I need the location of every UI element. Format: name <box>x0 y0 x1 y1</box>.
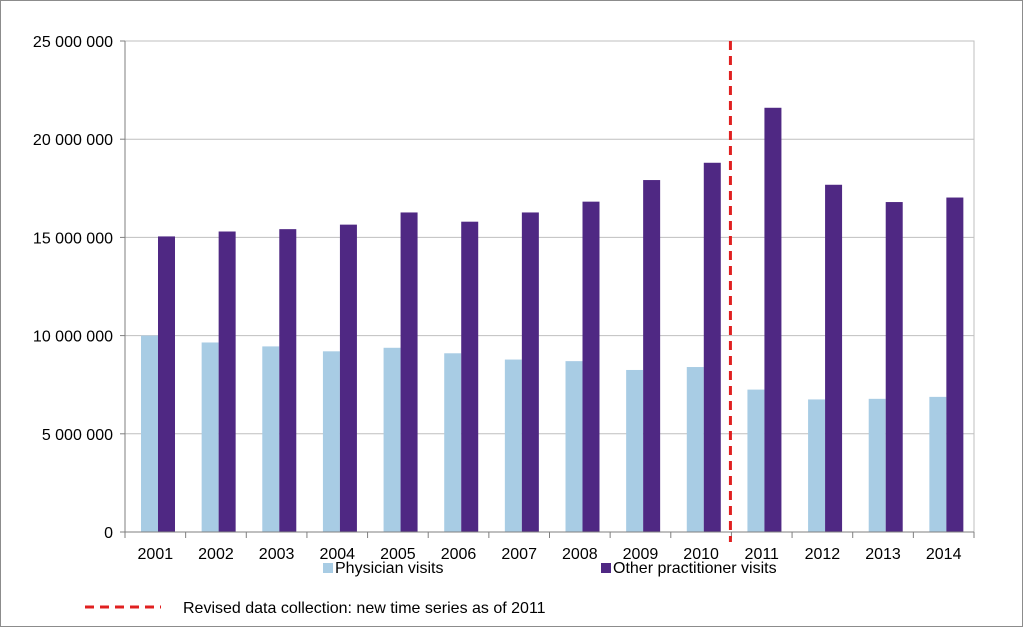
bar-physician-2011 <box>747 389 765 532</box>
legend: Physician visits Other practitioner visit… <box>85 560 777 617</box>
bar-other-practitioner-2008 <box>582 201 600 532</box>
legend-physician-visits-label: Physician visits <box>335 560 443 577</box>
x-tick-label: 2006 <box>441 546 477 563</box>
bar-physician-2001 <box>141 335 158 532</box>
bar-physician-2004 <box>322 351 340 532</box>
bar-other-practitioner-2013 <box>885 202 903 532</box>
axes: 0 5 000 000 10 000 000 15 000 000 20 000 000… <box>33 34 975 563</box>
y-tick-label: 25 000 000 <box>33 34 113 51</box>
x-tick-label: 2011 <box>745 546 780 563</box>
legend-other-practitioner-visits-label: Other practitioner visits <box>613 560 777 577</box>
bar-physician-2002 <box>201 342 219 532</box>
bar-other-practitioner-2005 <box>400 212 418 532</box>
bars <box>141 107 964 533</box>
bar-other-practitioner-2012 <box>825 184 843 532</box>
y-tick-label: 0 <box>104 525 113 542</box>
x-tick-label: 2001 <box>138 546 174 563</box>
plot-area <box>124 40 975 533</box>
bar-other-practitioner-2006 <box>461 221 479 533</box>
bar-physician-2013 <box>868 398 886 532</box>
y-tick-label: 15 000 000 <box>33 230 113 247</box>
bar-other-practitioner-2010 <box>703 162 721 532</box>
bar-physician-2005 <box>383 347 401 532</box>
x-tick-label: 2002 <box>198 546 234 563</box>
x-tick-label: 2008 <box>562 546 598 563</box>
y-tick-label: 20 000 000 <box>33 132 113 149</box>
legend-revised-label: Revised data collection: new time series… <box>183 600 546 617</box>
bar-other-practitioner-2011 <box>764 107 782 532</box>
legend-physician-visits-swatch <box>323 563 333 573</box>
bar-physician-2008 <box>565 361 583 532</box>
x-tick-label: 2005 <box>380 546 416 563</box>
x-tick-label: 2013 <box>865 546 901 563</box>
bar-physician-2009 <box>626 369 644 532</box>
x-tick-label: 2010 <box>683 546 719 563</box>
legend-other-practitioner-visits-swatch <box>601 563 611 573</box>
bar-physician-2006 <box>444 353 462 532</box>
y-tick-label: 5 000 000 <box>42 427 113 444</box>
gridlines <box>124 40 975 533</box>
x-tick-label: 2014 <box>926 546 962 563</box>
x-tick-label: 2003 <box>259 546 295 563</box>
x-tick-label: 2012 <box>805 546 841 563</box>
bar-physician-2003 <box>262 346 280 532</box>
y-tick-label: 10 000 000 <box>33 329 113 346</box>
bar-other-practitioner-2009 <box>643 180 661 532</box>
bar-physician-2014 <box>929 396 947 532</box>
bar-physician-2007 <box>504 359 522 532</box>
x-tick-label: 2004 <box>319 546 355 563</box>
bar-physician-2010 <box>686 367 704 532</box>
bar-other-practitioner-2002 <box>218 231 236 532</box>
bar-other-practitioner-2003 <box>279 229 297 533</box>
bar-other-practitioner-2014 <box>946 197 964 532</box>
bar-other-practitioner-2004 <box>339 224 357 532</box>
x-tick-label: 2009 <box>623 546 659 563</box>
bar-other-practitioner-2001 <box>158 236 175 532</box>
bar-other-practitioner-2007 <box>521 212 539 532</box>
bar-physician-2012 <box>808 399 826 532</box>
x-tick-label: 2007 <box>501 546 537 563</box>
